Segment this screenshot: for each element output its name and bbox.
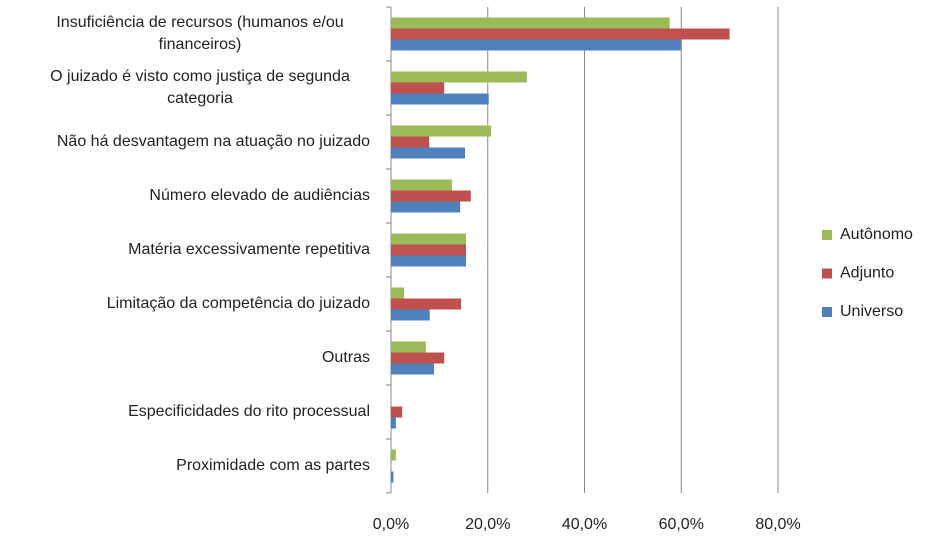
y-tick-label: Limitação da competência do juizado: [10, 293, 370, 315]
x-tick-label: 0,0%: [373, 516, 409, 533]
legend-swatch: [822, 307, 832, 317]
bar: [391, 147, 466, 159]
x-tick-label: 20,0%: [465, 516, 510, 533]
y-tick-text: Proximidade com as partes: [176, 457, 370, 474]
bar: [391, 71, 527, 83]
y-tick-label: Matéria excessivamente repetitiva: [10, 239, 370, 261]
bar: [391, 190, 471, 202]
y-tick-label: O juizado é visto como justiça de segund…: [10, 66, 370, 110]
bar: [391, 417, 396, 429]
x-tick-label: 40,0%: [562, 516, 607, 533]
bar: [391, 449, 396, 461]
y-tick-text: Não há desvantagem na atuação no juizado: [56, 133, 370, 150]
y-tick-label: Insuficiência de recursos (humanos e/ou …: [10, 12, 370, 56]
y-tick-text: Outras: [321, 349, 370, 366]
bar: [391, 179, 452, 191]
bar: [391, 82, 445, 94]
bar: [391, 17, 670, 29]
bar: [391, 244, 466, 256]
bar: [391, 255, 466, 267]
y-tick-text: O juizado é visto como justiça de segund…: [50, 68, 350, 107]
legend-swatch: [822, 268, 832, 279]
y-tick-label: Não há desvantagem na atuação no juizado: [10, 131, 370, 153]
bar: [391, 233, 466, 245]
legend-label: Universo: [840, 303, 903, 320]
bar: [391, 363, 435, 375]
bar: [391, 136, 430, 148]
bar: [391, 341, 426, 353]
legend-swatch: [822, 230, 832, 240]
y-tick-text: Especificidades do rito processual: [128, 403, 370, 420]
bar: [391, 471, 394, 483]
y-tick-text: Matéria excessivamente repetitiva: [128, 241, 370, 258]
legend-label: Adjunto: [840, 265, 894, 282]
bar: [391, 406, 403, 418]
x-tick-label: 60,0%: [659, 516, 704, 533]
bar: [391, 287, 405, 299]
y-tick-label: Outras: [10, 347, 370, 369]
bar: [391, 201, 461, 213]
x-tick-label: 80,0%: [755, 516, 800, 533]
y-tick-text: Limitação da competência do juizado: [106, 295, 370, 312]
bar: [391, 298, 462, 310]
bar: [391, 352, 445, 364]
bar: [391, 28, 730, 40]
y-tick-label: Especificidades do rito processual: [10, 401, 370, 423]
y-tick-label: Proximidade com as partes: [10, 455, 370, 477]
y-tick-label: Número elevado de audiências: [10, 185, 370, 207]
y-tick-text: Insuficiência de recursos (humanos e/ou …: [56, 14, 344, 53]
legend-label: Autônomo: [840, 226, 913, 243]
bar: [391, 309, 430, 321]
bar: [391, 93, 489, 105]
bar: [391, 125, 492, 137]
y-tick-text: Número elevado de audiências: [149, 187, 370, 204]
bar: [391, 39, 682, 51]
